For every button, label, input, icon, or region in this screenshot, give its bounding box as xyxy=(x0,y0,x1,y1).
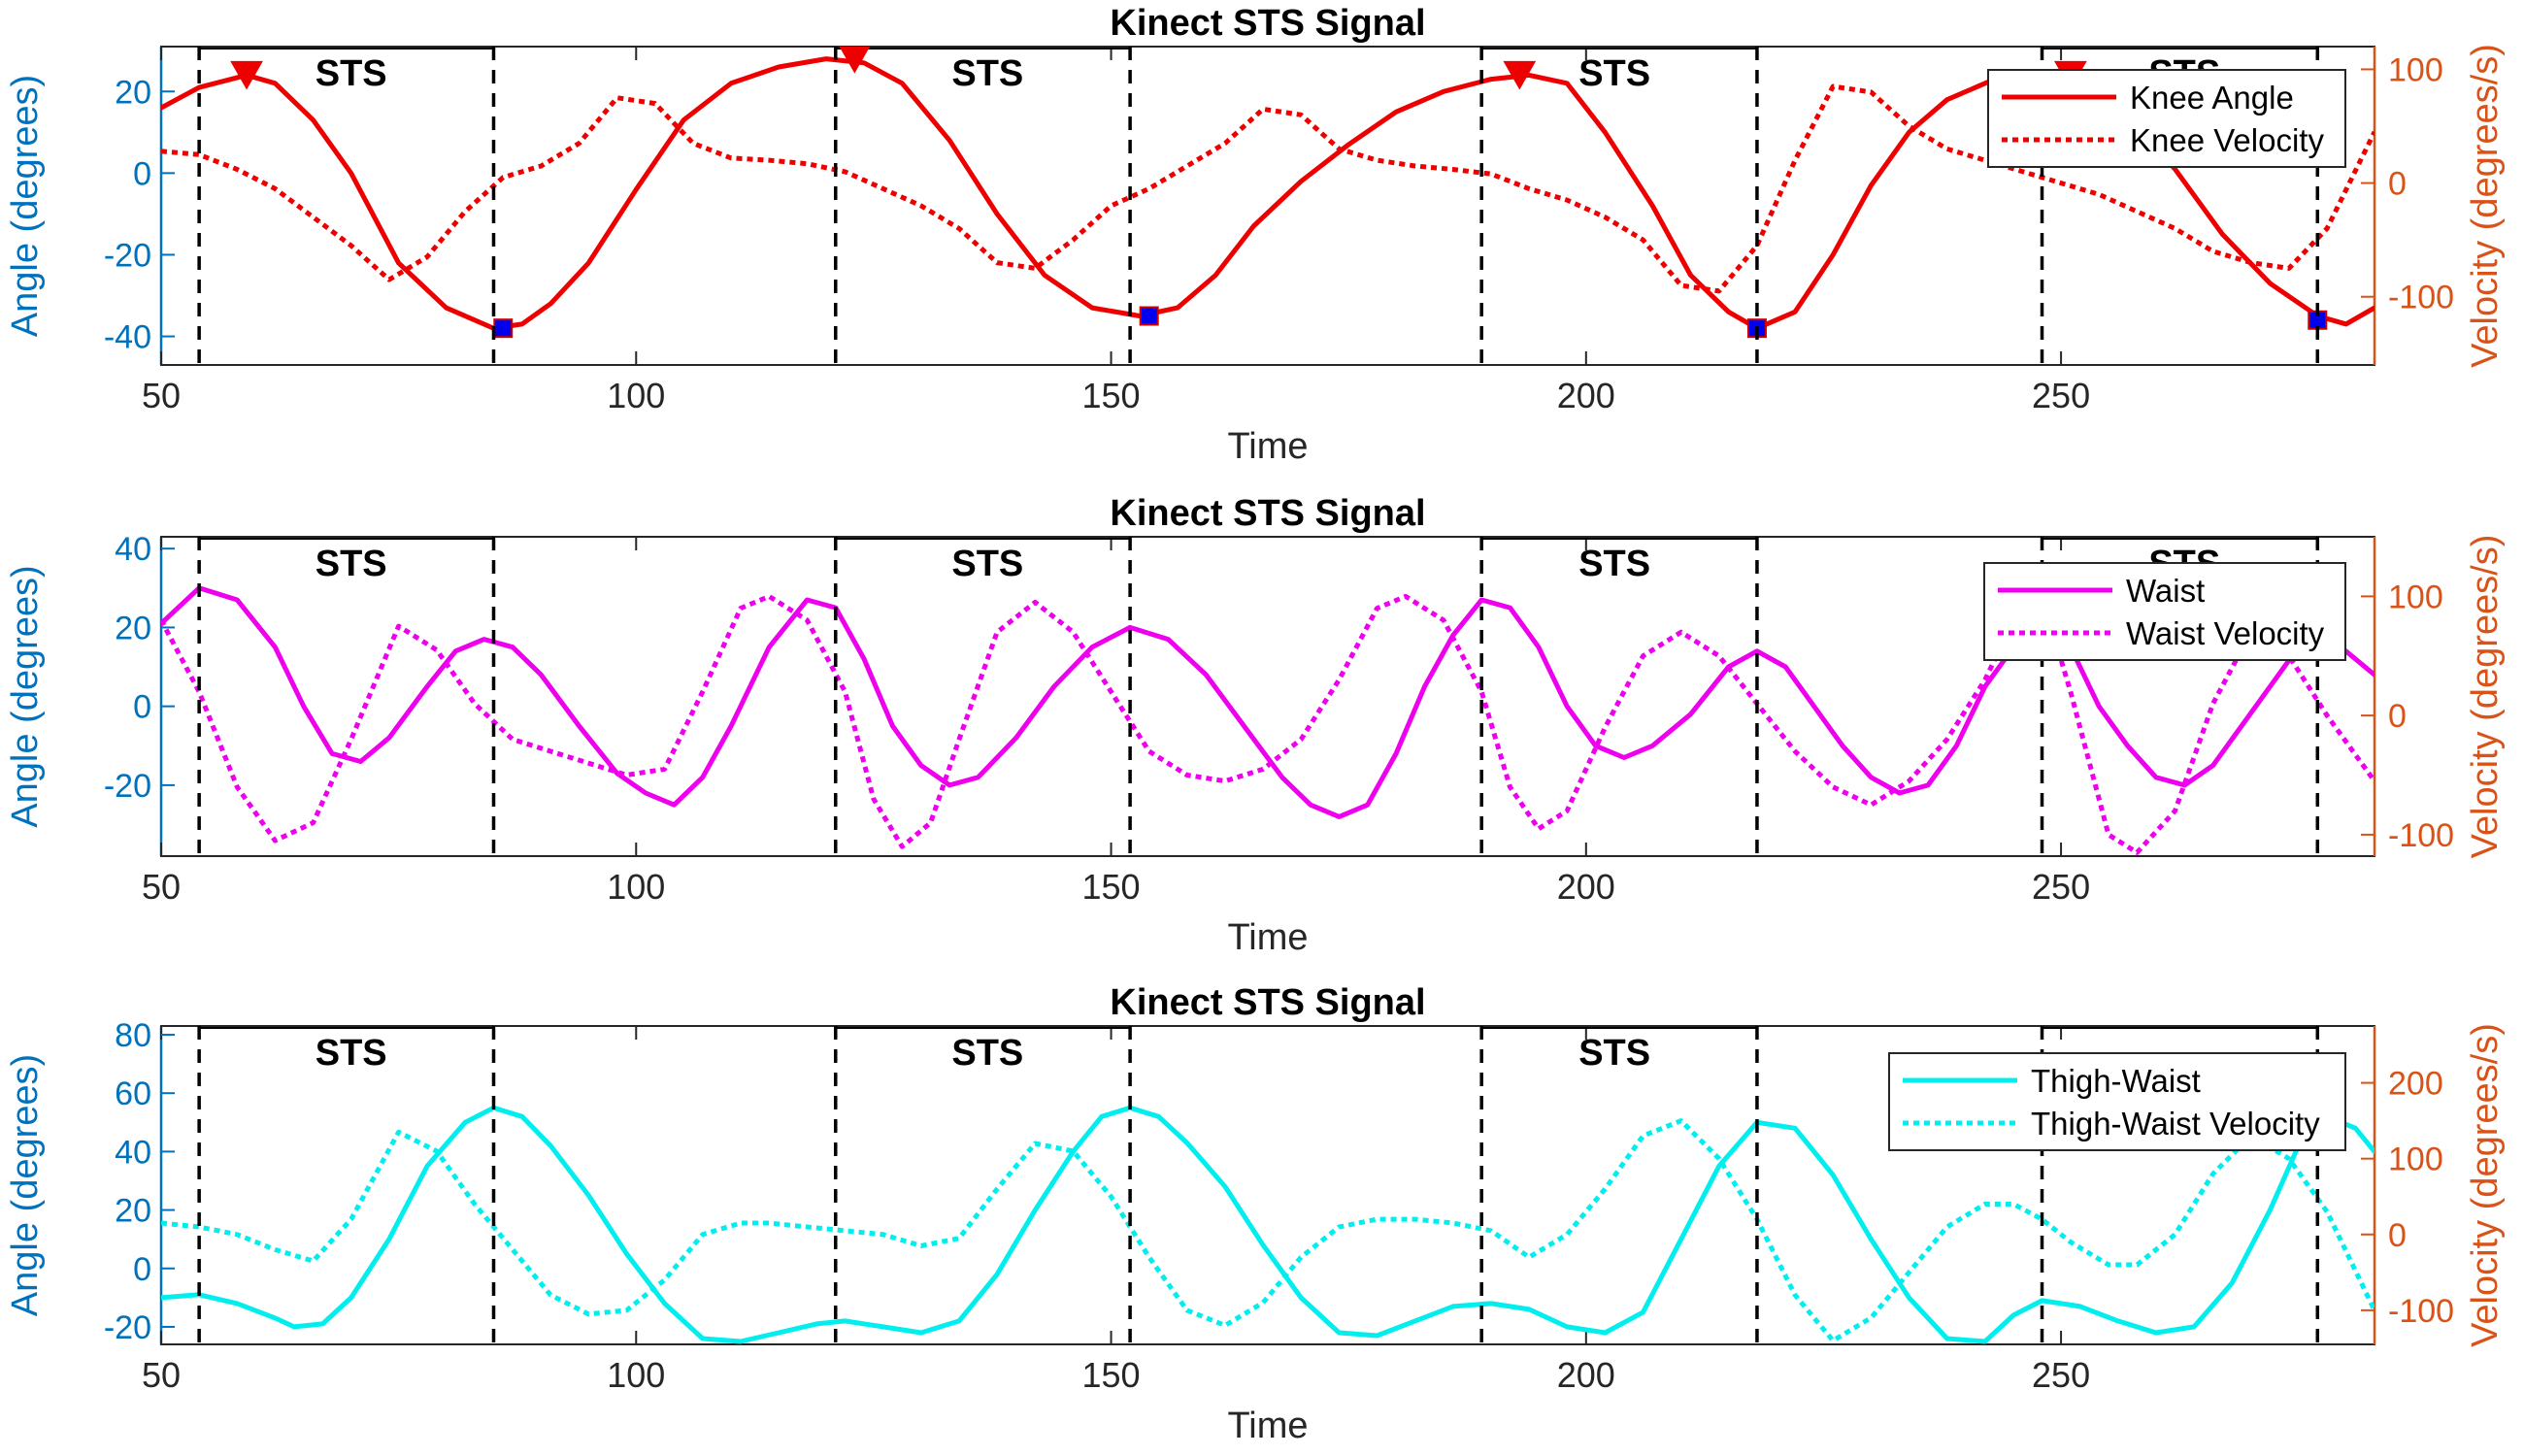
left-y-tick-label: 40 xyxy=(115,531,151,568)
x-tick-label: 50 xyxy=(142,376,181,415)
sts-phase-label: STS xyxy=(951,544,1023,584)
right-y-tick-label: -100 xyxy=(2388,1293,2454,1330)
left-y-axis-label: Angle (degrees) xyxy=(5,75,46,337)
legend-entry-label: Waist Velocity xyxy=(2126,615,2325,651)
sts-phase-label: STS xyxy=(1578,53,1650,94)
peak-marker xyxy=(1503,60,1537,90)
legend-entry-label: Knee Angle xyxy=(2130,80,2294,116)
chart-legend: Waist Waist Velocity xyxy=(1983,562,2346,661)
x-axis-label: Time xyxy=(1227,1406,1308,1446)
chart-title: Kinect STS Signal xyxy=(1110,982,1425,1023)
sts-phase-label: STS xyxy=(316,53,387,94)
left-y-tick-label: -20 xyxy=(104,1309,151,1346)
left-y-axis-label: Angle (degrees) xyxy=(5,565,46,827)
x-tick-label: 50 xyxy=(142,867,181,907)
right-y-tick-label: 0 xyxy=(2388,166,2407,203)
right-y-tick-label: 0 xyxy=(2388,698,2407,735)
series-line-thigh-waist xyxy=(161,1105,2375,1344)
left-y-tick-label: 20 xyxy=(115,1193,151,1230)
x-tick-label: 50 xyxy=(142,1355,181,1395)
x-axis-label: Time xyxy=(1227,917,1308,958)
right-y-axis-label: Velocity (degrees/s) xyxy=(2465,535,2506,859)
sts-phase-label: STS xyxy=(316,544,387,584)
chart-legend: Thigh-Waist Thigh-Waist Velocity xyxy=(1888,1052,2346,1151)
legend-box xyxy=(1888,1052,2346,1151)
x-tick-label: 250 xyxy=(2032,1355,2090,1395)
x-tick-label: 150 xyxy=(1082,867,1141,907)
legend-entry-label: Waist xyxy=(2126,573,2205,609)
x-tick-label: 250 xyxy=(2032,376,2090,415)
left-y-axis-label: Angle (degrees) xyxy=(5,1054,46,1316)
left-y-tick-label: 0 xyxy=(133,689,151,726)
sts-phase-label: STS xyxy=(1578,1033,1650,1074)
legend-entry-label: Knee Velocity xyxy=(2130,122,2324,158)
left-y-tick-label: 20 xyxy=(115,610,151,646)
series-line-knee-velocity xyxy=(161,83,2375,294)
right-y-tick-label: 200 xyxy=(2388,1066,2443,1103)
x-axis-label: Time xyxy=(1227,426,1308,467)
x-tick-label: 200 xyxy=(1557,867,1615,907)
left-y-tick-label: 60 xyxy=(115,1075,151,1112)
left-y-tick-label: 0 xyxy=(133,155,151,192)
right-y-axis-label: Velocity (degrees/s) xyxy=(2465,1023,2506,1347)
left-y-tick-label: 20 xyxy=(115,74,151,111)
sts-phase-label: STS xyxy=(951,53,1023,94)
left-y-tick-label: -40 xyxy=(104,319,151,356)
right-y-tick-label: 100 xyxy=(2388,579,2443,615)
sts-phase-label: STS xyxy=(1578,544,1650,584)
x-tick-label: 100 xyxy=(607,1355,665,1395)
x-tick-label: 100 xyxy=(607,867,665,907)
right-y-tick-label: 0 xyxy=(2388,1217,2407,1254)
left-y-tick-label: -20 xyxy=(104,768,151,805)
right-y-tick-label: -100 xyxy=(2388,280,2454,316)
legend-box xyxy=(1987,69,2346,168)
right-y-tick-label: 100 xyxy=(2388,51,2443,88)
chart-legend: Knee Angle Knee Velocity xyxy=(1987,69,2346,168)
legend-box xyxy=(1983,562,2346,661)
valley-marker xyxy=(493,318,514,339)
x-tick-label: 200 xyxy=(1557,1355,1615,1395)
left-y-tick-label: 40 xyxy=(115,1134,151,1171)
chart-title: Kinect STS Signal xyxy=(1110,493,1425,534)
right-y-tick-label: -100 xyxy=(2388,817,2454,854)
peak-marker xyxy=(839,47,871,74)
legend-entry-label: Thigh-Waist Velocity xyxy=(2031,1106,2320,1142)
sts-phase-label: STS xyxy=(316,1033,387,1074)
left-y-tick-label: -20 xyxy=(104,237,151,274)
sts-phase-label: STS xyxy=(951,1033,1023,1074)
right-y-tick-label: 100 xyxy=(2388,1142,2443,1178)
legend-entry-label: Thigh-Waist xyxy=(2031,1063,2201,1099)
valley-marker xyxy=(1139,306,1159,326)
x-tick-label: 150 xyxy=(1082,376,1141,415)
series-line-thigh-waist-velocity xyxy=(161,1118,2375,1343)
x-tick-label: 250 xyxy=(2032,867,2090,907)
peak-marker xyxy=(230,60,263,90)
x-tick-label: 150 xyxy=(1082,1355,1141,1395)
x-tick-label: 100 xyxy=(607,376,665,415)
chart-title: Kinect STS Signal xyxy=(1110,3,1425,44)
x-tick-label: 200 xyxy=(1557,376,1615,415)
left-y-tick-label: 80 xyxy=(115,1017,151,1054)
left-y-tick-label: 0 xyxy=(133,1251,151,1288)
right-y-axis-label: Velocity (degrees/s) xyxy=(2465,44,2506,368)
